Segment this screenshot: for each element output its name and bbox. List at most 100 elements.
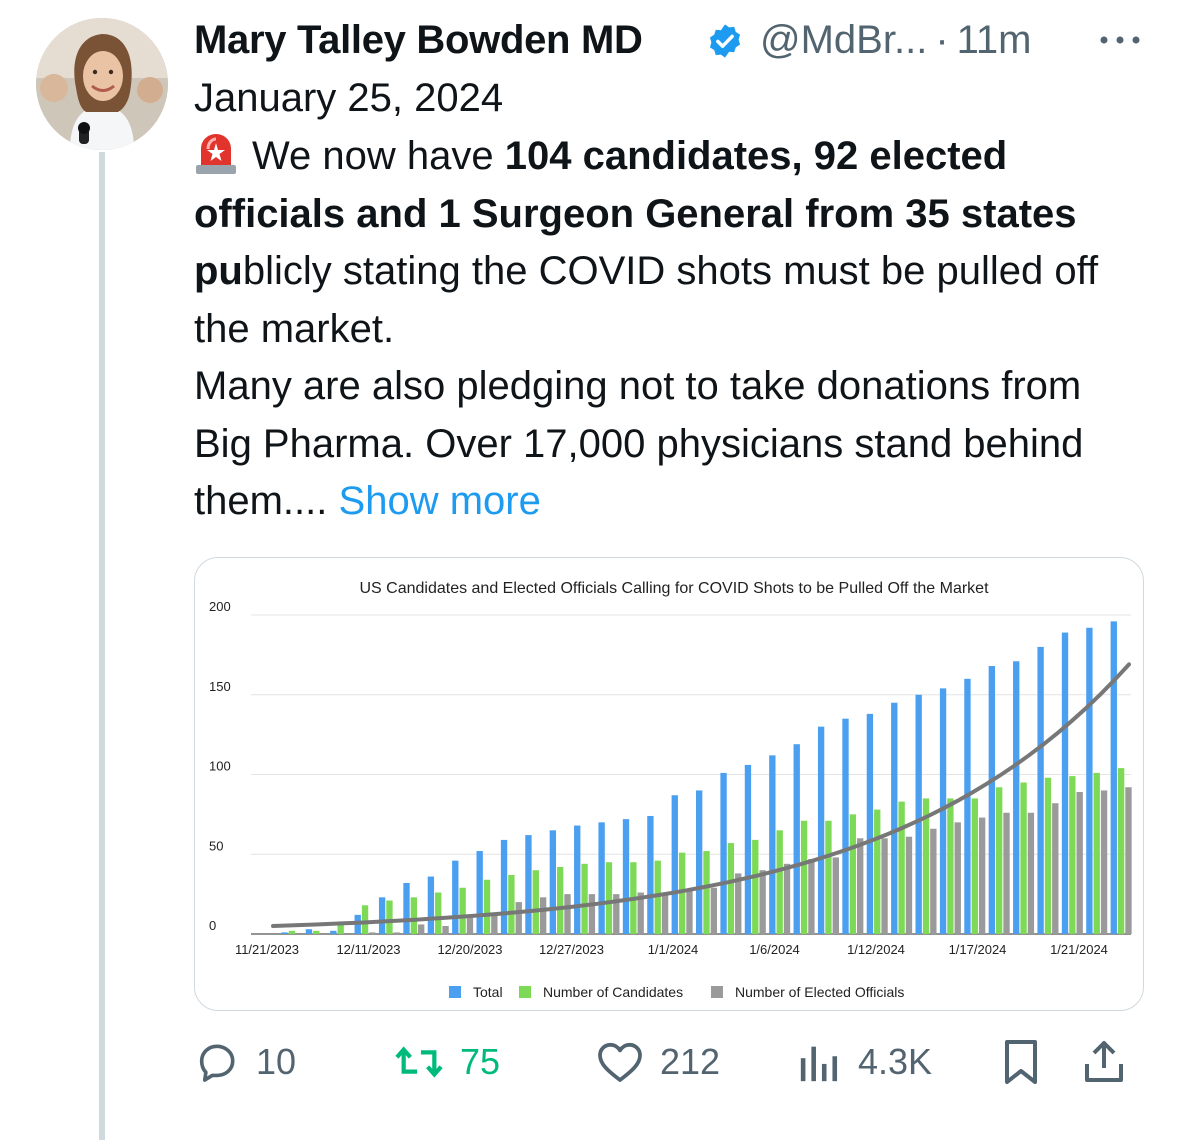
bar-elected-officials — [686, 890, 693, 934]
bar-total — [330, 930, 337, 934]
bar-elected-officials — [905, 836, 913, 934]
bar-total — [964, 678, 971, 934]
x-tick-label: 12/27/2023 — [539, 942, 604, 957]
bar-total — [769, 755, 776, 934]
bar-total — [1037, 646, 1044, 934]
retweet-icon — [395, 1046, 443, 1078]
bar-candidates — [752, 839, 759, 934]
reply-count: 10 — [256, 1041, 297, 1082]
legend-swatch — [711, 986, 723, 998]
bar-elected-officials — [539, 897, 547, 934]
police-siren-emoji — [196, 134, 236, 174]
bar-elected-officials — [393, 932, 400, 934]
y-tick-label: 200 — [209, 599, 231, 614]
bar-total — [525, 835, 532, 934]
bar-total — [817, 726, 825, 934]
bar-total — [744, 764, 752, 934]
bar-elected-officials — [954, 822, 961, 934]
x-tick-label: 1/6/2024 — [749, 942, 800, 957]
tweet-text-segment: blicly stating the COVID shots must be p… — [194, 249, 1099, 351]
bar-candidates — [410, 897, 418, 934]
bar-candidates — [313, 930, 320, 934]
reply-button[interactable]: 10 — [194, 1032, 296, 1092]
bar-total — [476, 851, 483, 934]
bar-total — [671, 795, 678, 934]
bar-candidates — [776, 830, 783, 934]
bar-total — [1086, 627, 1093, 934]
x-tick-label: 1/17/2024 — [949, 942, 1007, 957]
bar-candidates — [557, 867, 564, 934]
bar-total — [549, 830, 557, 934]
y-tick-label: 50 — [209, 838, 223, 853]
bar-candidates — [1117, 768, 1125, 934]
chart-image-card[interactable]: US Candidates and Elected Officials Call… — [194, 557, 1144, 1011]
thread-connector-line — [99, 152, 105, 1140]
bar-candidates — [922, 798, 930, 934]
bar-elected-officials — [857, 838, 864, 934]
avatar-photo — [36, 18, 168, 150]
bar-elected-officials — [808, 859, 815, 934]
bar-total — [598, 822, 605, 934]
x-tick-label: 1/1/2024 — [648, 942, 699, 957]
views-bar-icon — [800, 1046, 838, 1082]
show-more-link[interactable]: Show more — [338, 479, 541, 523]
bar-total — [793, 744, 800, 934]
bar-total — [305, 929, 313, 934]
bar-elected-officials — [930, 828, 937, 934]
retweet-button[interactable]: 75 — [394, 1032, 500, 1092]
bar-candidates — [898, 801, 905, 934]
bar-elected-officials — [759, 870, 766, 934]
bar-candidates — [849, 814, 857, 934]
legend-label: Number of Candidates — [543, 984, 683, 1000]
bar-elected-officials — [735, 873, 742, 934]
heart-icon — [598, 1042, 642, 1082]
bar-elected-officials — [564, 894, 571, 934]
bar-candidates — [1093, 772, 1100, 934]
bar-elected-officials — [613, 894, 620, 934]
tweet-paragraph-1: We now have 104 candidates, 92 elected o… — [194, 128, 1144, 358]
bar-elected-officials — [1027, 812, 1035, 934]
retweet-count: 75 — [460, 1041, 501, 1082]
separator-dot: · — [935, 18, 949, 62]
legend-label: Number of Elected Officials — [735, 984, 904, 1000]
author-avatar[interactable] — [36, 18, 168, 150]
x-tick-label: 12/20/2023 — [437, 942, 502, 957]
author-name[interactable]: Mary Talley Bowden MD — [194, 18, 643, 62]
bar-elected-officials — [418, 924, 425, 934]
bar-candidates — [996, 787, 1003, 934]
bar-elected-officials — [783, 863, 791, 934]
share-button[interactable] — [1082, 1032, 1126, 1092]
tweet-text-segment: We now have — [252, 134, 505, 178]
bar-candidates — [337, 924, 344, 934]
tweet-body: We now have 104 candidates, 92 elected o… — [194, 128, 1144, 531]
bar-total — [988, 666, 996, 934]
bar-elected-officials — [661, 892, 669, 934]
bar-candidates — [874, 809, 881, 934]
bar-total — [842, 718, 849, 934]
bar-elected-officials — [1076, 792, 1083, 934]
bar-elected-officials — [369, 932, 376, 934]
bar-elected-officials — [491, 913, 498, 934]
bar-candidates — [288, 930, 296, 934]
like-button[interactable]: 212 — [596, 1032, 720, 1092]
verified-badge-icon — [709, 24, 741, 58]
bar-candidates — [532, 870, 539, 934]
bar-candidates — [459, 887, 466, 934]
bar-total — [427, 876, 435, 934]
bar-candidates — [605, 862, 613, 934]
like-count: 212 — [660, 1041, 721, 1082]
tweet-header: Mary Talley Bowden MD @MdBr... · 11m — [194, 12, 1144, 68]
bar-total — [622, 819, 630, 934]
share-icon — [1085, 1041, 1123, 1082]
more-dots-icon[interactable] — [1096, 30, 1144, 50]
author-handle[interactable]: @MdBr... · 11m — [760, 12, 1031, 68]
bar-candidates — [1044, 777, 1052, 934]
timestamp[interactable]: 11m — [956, 18, 1032, 62]
bar-candidates — [947, 798, 954, 934]
trendline — [271, 662, 1131, 928]
tweet-date: January 25, 2024 — [194, 76, 504, 120]
views-button[interactable]: 4.3K — [798, 1032, 932, 1092]
bookmark-button[interactable] — [1000, 1032, 1042, 1092]
tweet-text-segment: Many are also pledging not to take donat… — [194, 364, 1084, 523]
x-tick-label: 1/21/2024 — [1050, 942, 1108, 957]
